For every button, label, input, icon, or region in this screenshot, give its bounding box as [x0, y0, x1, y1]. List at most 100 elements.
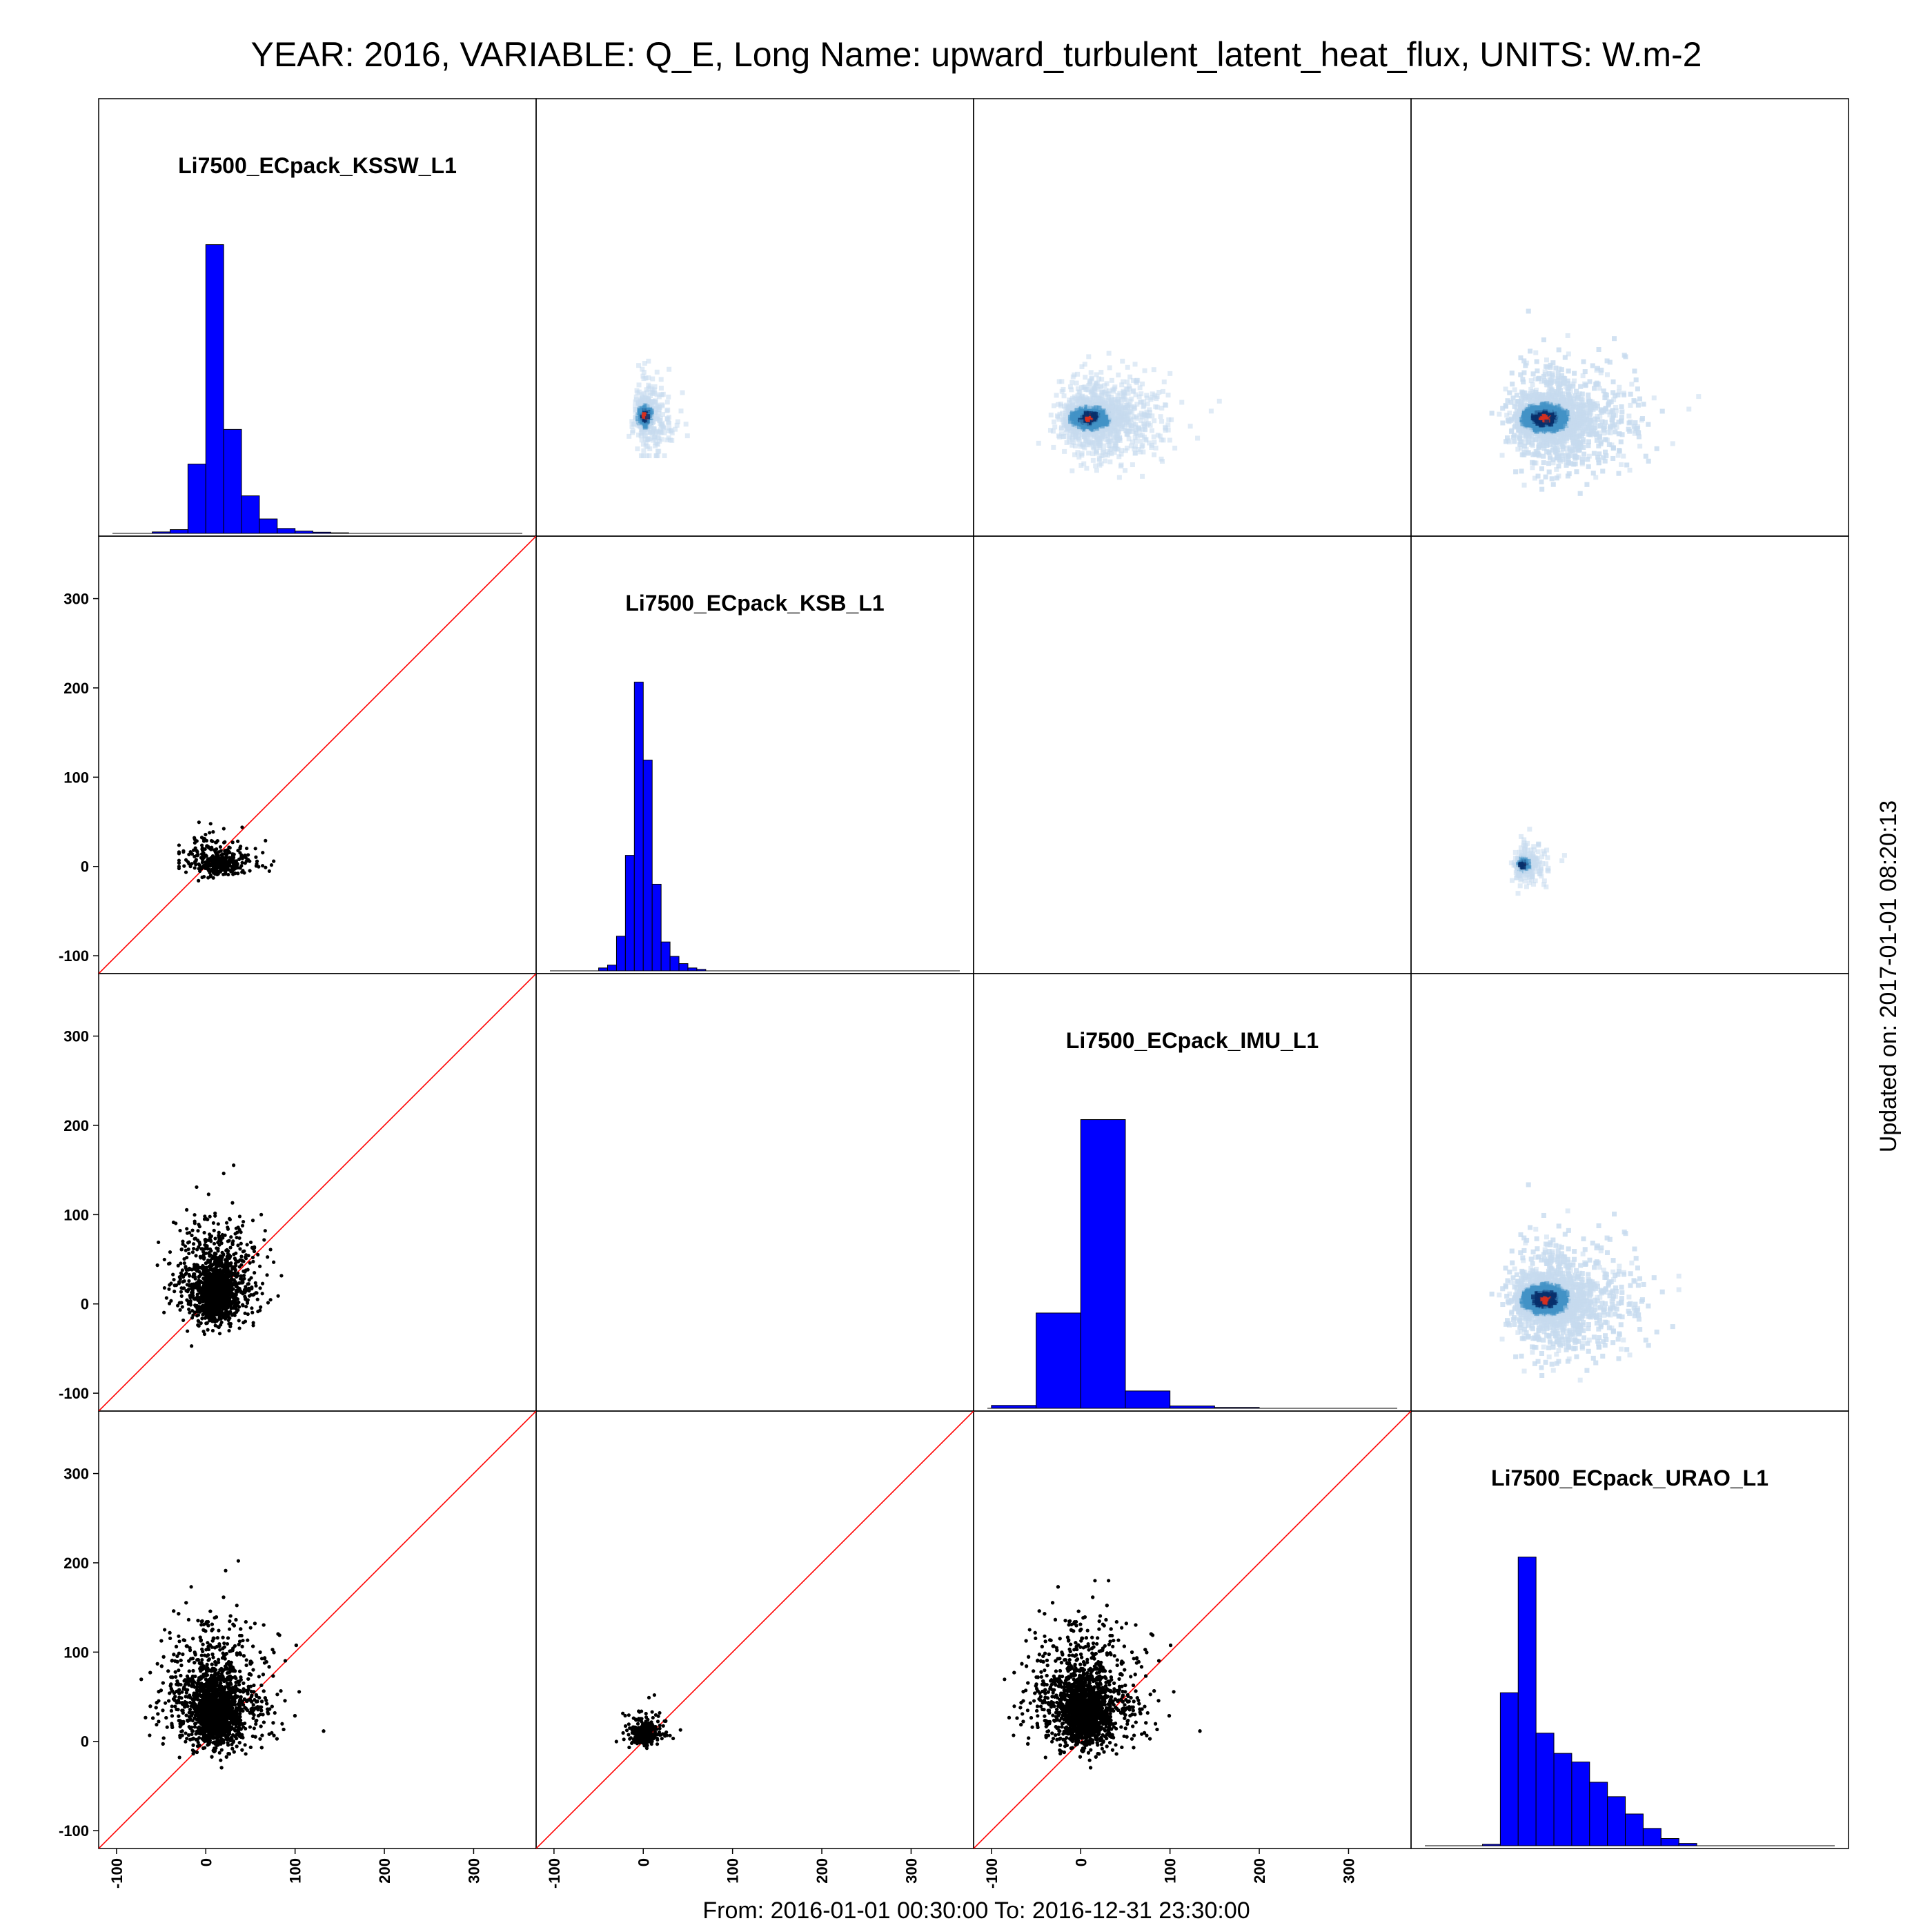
scatter-point: [181, 1318, 186, 1323]
density-point: [644, 453, 649, 459]
scatter-matrix: Li7500_ECpack_KSSW_L1Li7500_ECpack_KSB_L…: [59, 98, 1849, 1889]
scatter-point: [240, 856, 244, 860]
histogram-bar: [1036, 1312, 1081, 1409]
density-point: [1107, 438, 1113, 444]
density-point: [657, 438, 662, 444]
density-point: [1116, 372, 1121, 377]
scatter-point: [195, 1285, 199, 1289]
density-point: [1147, 422, 1153, 428]
scatter-point: [213, 1267, 217, 1271]
density-point: [647, 453, 652, 459]
histogram-bar: [295, 531, 314, 534]
scatter-point: [162, 1285, 167, 1290]
density-point: [1116, 420, 1122, 426]
scatter-point: [175, 1303, 180, 1308]
density-point: [1158, 414, 1163, 420]
density-point: [1097, 417, 1103, 423]
density-point: [1109, 377, 1114, 383]
scatter-point: [217, 1332, 222, 1336]
scatter-point: [217, 1303, 221, 1307]
density-point: [1118, 463, 1123, 469]
density-point: [641, 448, 647, 453]
density-point: [655, 435, 660, 440]
scatter-point: [208, 1312, 212, 1317]
scatter-point: [196, 1313, 201, 1317]
scatter-point: [246, 1282, 250, 1286]
scatter-point: [245, 1243, 249, 1247]
scatter-point: [194, 1254, 198, 1258]
scatter-point: [244, 1268, 248, 1272]
scatter-point: [206, 862, 210, 867]
density-point: [639, 437, 644, 443]
scatter-point: [167, 1287, 171, 1291]
scatter-point: [230, 867, 235, 871]
scatter-point: [239, 1241, 243, 1245]
density-point: [1082, 445, 1087, 451]
scatter-point: [263, 1229, 267, 1233]
density-point: [637, 407, 642, 413]
scatter-point: [200, 875, 204, 880]
scatter-point: [255, 1297, 259, 1301]
scatter-point: [225, 1266, 230, 1270]
density-point: [660, 412, 666, 417]
density-point: [648, 393, 653, 399]
scatter-point: [225, 1256, 229, 1261]
density-point: [658, 377, 664, 382]
density-point: [1125, 364, 1130, 370]
scatter-point: [223, 848, 228, 853]
scatter-point: [190, 1228, 195, 1232]
density-point: [1076, 395, 1082, 400]
scatter-point: [212, 1306, 217, 1311]
density-point: [1090, 457, 1096, 463]
scatter-panel-lower-0: [99, 536, 536, 974]
histogram-bar: [1499, 1692, 1519, 1846]
scatter-point: [228, 858, 232, 862]
density-point: [1208, 408, 1214, 414]
scatter-point: [252, 1249, 257, 1254]
scatter-point: [206, 1292, 210, 1296]
density-point: [650, 414, 656, 420]
density-point: [642, 436, 648, 442]
density-point: [654, 369, 660, 375]
scatter-point: [220, 1275, 225, 1279]
scatter-point: [193, 1219, 197, 1223]
density-point: [1092, 424, 1098, 429]
scatter-point: [216, 1249, 220, 1253]
histogram-bar: [277, 528, 296, 534]
density-point: [675, 419, 680, 424]
scatter-point: [212, 1241, 217, 1246]
density-point: [1121, 424, 1127, 430]
scatter-point: [219, 864, 223, 868]
scatter-point: [215, 1310, 219, 1314]
scatter-point: [181, 1275, 186, 1279]
scatter-point: [185, 1231, 190, 1235]
density-point: [659, 402, 664, 408]
density-point: [683, 422, 689, 427]
scatter-point: [194, 862, 198, 867]
scatter-point: [262, 1238, 266, 1242]
scatter-point: [177, 865, 181, 869]
density-point: [1159, 405, 1165, 411]
scatter-point: [238, 847, 242, 851]
density-point: [1079, 451, 1085, 456]
density-point: [638, 400, 644, 406]
density-point: [1132, 362, 1138, 367]
density-point: [1114, 399, 1120, 404]
scatter-point: [204, 854, 208, 858]
density-point: [635, 432, 641, 437]
scatter-point: [226, 872, 230, 877]
scatter-point: [241, 1303, 245, 1308]
scatter-point: [206, 876, 210, 880]
density-point: [1070, 468, 1075, 473]
scatter-point: [184, 1289, 188, 1293]
density-point: [1072, 372, 1077, 377]
scatter-point: [208, 1238, 213, 1242]
scatter-point: [219, 849, 223, 853]
scatter-point: [237, 1214, 242, 1219]
scatter-point: [235, 1235, 239, 1240]
scatter-point: [210, 1279, 214, 1283]
density-point: [1094, 468, 1099, 473]
density-point: [651, 399, 656, 404]
density-point: [1149, 428, 1154, 433]
scatter-point: [208, 1214, 212, 1219]
